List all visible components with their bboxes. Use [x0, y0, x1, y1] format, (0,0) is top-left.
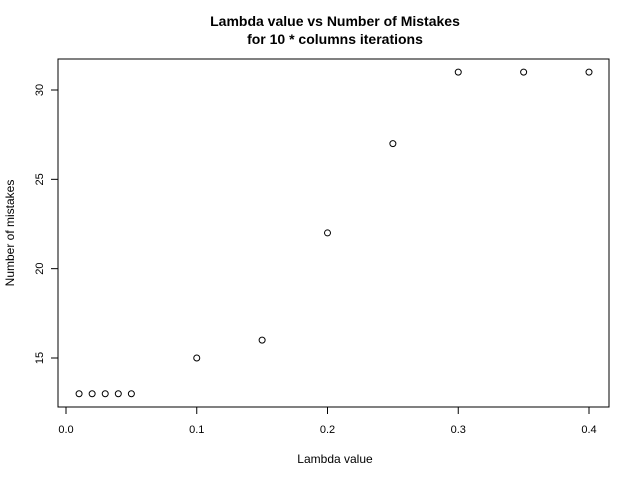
x-axis: 0.0 0.1 0.2 0.3 0.4 — [58, 406, 597, 436]
y-tick-label: 30 — [34, 84, 46, 96]
data-point — [127, 390, 135, 398]
data-point — [75, 390, 83, 398]
y-axis-label: Number of mistakes — [3, 179, 17, 287]
data-point — [114, 390, 122, 398]
data-point — [193, 354, 201, 362]
x-tick-label: 0.3 — [451, 424, 466, 436]
plot-frame — [57, 58, 610, 408]
y-axis: 15 20 25 30 — [34, 84, 59, 364]
data-point — [101, 390, 109, 398]
y-tick-label: 15 — [34, 352, 46, 364]
chart-title-line-2: for 10 * columns iterations — [247, 31, 423, 47]
data-point — [88, 390, 96, 398]
x-tick-label: 0.2 — [320, 424, 335, 436]
data-point — [454, 68, 462, 76]
chart-title-line-1: Lambda value vs Number of Mistakes — [210, 13, 460, 29]
data-point — [258, 336, 266, 344]
x-tick-label: 0.0 — [58, 424, 73, 436]
y-tick-label: 20 — [34, 263, 46, 275]
x-tick-label: 0.1 — [189, 424, 204, 436]
data-point — [585, 68, 593, 76]
x-axis-label: Lambda value — [297, 452, 373, 466]
data-point — [389, 140, 397, 148]
data-point — [520, 68, 528, 76]
data-point — [324, 229, 331, 237]
y-tick-label: 25 — [34, 173, 46, 185]
x-tick-label: 0.4 — [581, 424, 596, 436]
data-points — [75, 68, 593, 398]
